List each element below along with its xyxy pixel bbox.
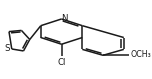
Text: S: S xyxy=(5,44,10,53)
Text: OCH₃: OCH₃ xyxy=(130,50,151,59)
Text: N: N xyxy=(61,14,68,23)
Text: Cl: Cl xyxy=(57,58,66,67)
